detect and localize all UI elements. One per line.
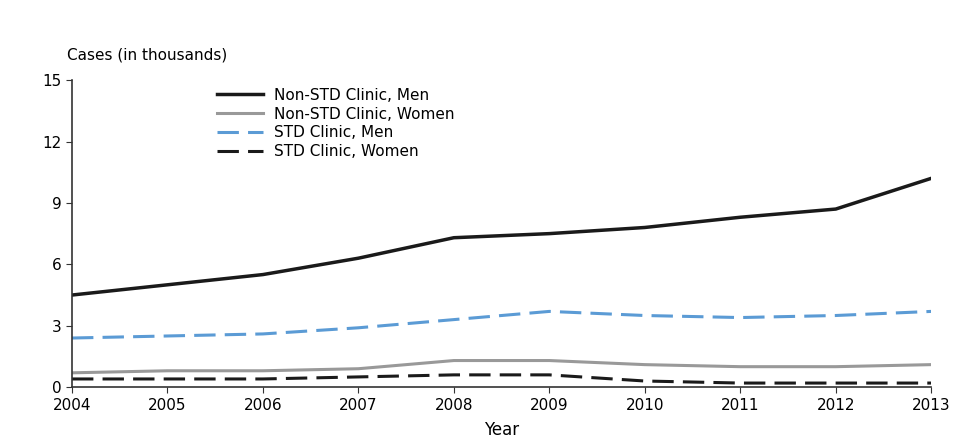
X-axis label: Year: Year: [484, 421, 519, 439]
Legend: Non-STD Clinic, Men, Non-STD Clinic, Women, STD Clinic, Men, STD Clinic, Women: Non-STD Clinic, Men, Non-STD Clinic, Wom…: [217, 88, 454, 159]
Text: Cases (in thousands): Cases (in thousands): [67, 47, 228, 62]
